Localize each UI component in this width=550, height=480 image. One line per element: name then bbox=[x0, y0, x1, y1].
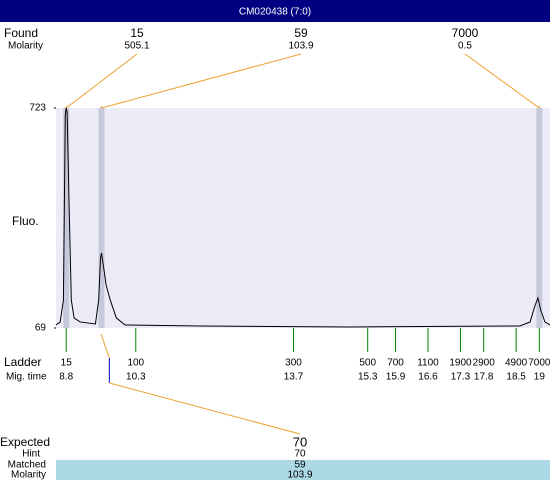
ladder-size: 100 bbox=[127, 358, 144, 369]
expected-connector bbox=[100, 333, 110, 359]
ladder-label: Ladder bbox=[4, 355, 41, 369]
ladder-time: 10.3 bbox=[126, 372, 146, 383]
found-molarity: 103.9 bbox=[288, 41, 313, 52]
ladder-time: 19 bbox=[534, 372, 546, 383]
mig-time-label: Mig. time bbox=[6, 372, 47, 383]
y-axis-label: Fluo. bbox=[12, 214, 39, 228]
ladder-time: 16.6 bbox=[418, 372, 438, 383]
ladder-time: 17.8 bbox=[474, 372, 494, 383]
peak-band bbox=[98, 108, 105, 328]
hint-value: 70 bbox=[294, 449, 306, 460]
ladder-time: 15.3 bbox=[358, 372, 378, 383]
ladder-time: 8.8 bbox=[59, 372, 73, 383]
hint-label: Hint bbox=[22, 449, 40, 460]
plot-area bbox=[56, 108, 550, 328]
molarity-value: 103.9 bbox=[287, 470, 312, 480]
peak-connector bbox=[464, 53, 540, 109]
ladder-time: 13.7 bbox=[284, 372, 304, 383]
ladder-size: 1900 bbox=[449, 358, 472, 369]
expected-connector bbox=[109, 382, 301, 435]
ladder-size: 500 bbox=[359, 358, 376, 369]
matched-value: 59 bbox=[294, 460, 306, 471]
ladder-time: 18.5 bbox=[506, 372, 526, 383]
title-bar bbox=[0, 0, 550, 22]
ladder-time: 15.9 bbox=[386, 372, 406, 383]
found-size: 15 bbox=[130, 26, 144, 40]
ladder-size: 7000 bbox=[528, 358, 550, 369]
peak-connector bbox=[101, 53, 302, 109]
matched-label: Matched bbox=[8, 460, 46, 471]
found-molarity: 0.5 bbox=[458, 41, 472, 52]
y-tick-label: 723 bbox=[29, 103, 46, 114]
expected-value: 70 bbox=[293, 434, 307, 449]
ladder-size: 2900 bbox=[473, 358, 496, 369]
found-size: 7000 bbox=[452, 26, 479, 40]
found-size: 59 bbox=[294, 26, 308, 40]
title: CM020438 (7:0) bbox=[239, 7, 311, 18]
y-tick-label: 69 bbox=[35, 323, 47, 334]
ladder-size: 4900 bbox=[505, 358, 528, 369]
found-label: Found bbox=[4, 26, 38, 40]
trace bbox=[55, 107, 550, 328]
found-molarity: 505.1 bbox=[124, 41, 149, 52]
found-molarity-label: Molarity bbox=[8, 41, 43, 52]
ladder-size: 700 bbox=[387, 358, 404, 369]
ladder-time: 17.3 bbox=[451, 372, 471, 383]
peak-band bbox=[536, 108, 543, 328]
peak-band bbox=[63, 108, 70, 328]
ladder-size: 15 bbox=[61, 358, 73, 369]
ladder-size: 1100 bbox=[417, 358, 439, 369]
matched-bar bbox=[56, 460, 550, 480]
expected-label: Expected bbox=[0, 435, 50, 449]
peak-connector bbox=[65, 53, 138, 109]
molarity-label: Molarity bbox=[11, 470, 46, 480]
ladder-size: 300 bbox=[285, 358, 302, 369]
